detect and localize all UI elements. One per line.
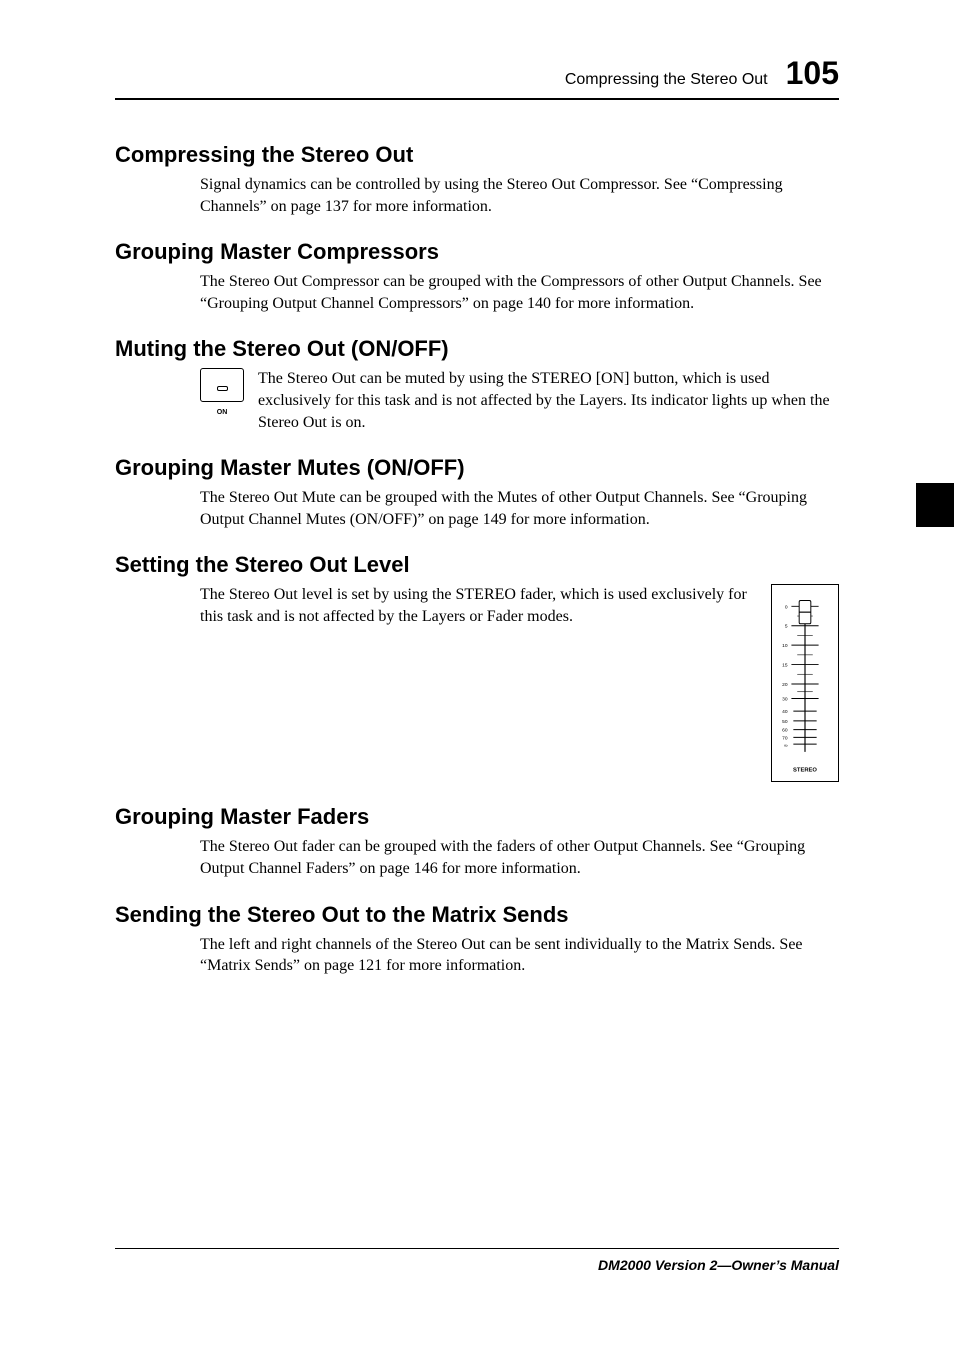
fader-tick-30: 30: [782, 697, 788, 703]
fader-label: STEREO: [793, 768, 817, 774]
running-header: Compressing the Stereo Out 105: [115, 55, 839, 100]
fader-tick-70: 70: [782, 736, 788, 742]
footer-text: DM2000 Version 2—Owner’s Manual: [598, 1257, 839, 1273]
body-compressing: Signal dynamics can be controlled by usi…: [200, 174, 839, 217]
body-matrix-sends: The left and right channels of the Stere…: [200, 934, 839, 977]
fader-tick-60: 60: [782, 728, 788, 734]
section-muting: Muting the Stereo Out (ON/OFF) ON The St…: [115, 336, 839, 433]
body-grouping-compressors: The Stereo Out Compressor can be grouped…: [200, 271, 839, 314]
on-button-label: ON: [200, 409, 244, 416]
body-setting-level: The Stereo Out level is set by using the…: [200, 584, 755, 627]
heading-compressing: Compressing the Stereo Out: [115, 142, 839, 168]
fader-tick-0: 0: [785, 605, 788, 611]
body-muting: The Stereo Out can be muted by using the…: [258, 368, 839, 433]
on-button-icon: ON: [200, 368, 244, 412]
section-grouping-mutes: Grouping Master Mutes (ON/OFF) The Stere…: [115, 455, 839, 530]
heading-setting-level: Setting the Stereo Out Level: [115, 552, 839, 578]
fader-tick-20: 20: [782, 682, 788, 688]
fader-tick-15: 15: [782, 663, 788, 669]
section-compressing: Compressing the Stereo Out Signal dynami…: [115, 142, 839, 217]
body-grouping-mutes: The Stereo Out Mute can be grouped with …: [200, 487, 839, 530]
section-grouping-faders: Grouping Master Faders The Stereo Out fa…: [115, 804, 839, 879]
section-matrix-sends: Sending the Stereo Out to the Matrix Sen…: [115, 902, 839, 977]
page-content: Compressing the Stereo Out 105 Compressi…: [0, 0, 954, 977]
fader-tick-5: 5: [785, 624, 788, 630]
fader-tick-50: 50: [782, 719, 788, 725]
heading-matrix-sends: Sending the Stereo Out to the Matrix Sen…: [115, 902, 839, 928]
fader-tick-10: 10: [782, 643, 788, 649]
heading-grouping-faders: Grouping Master Faders: [115, 804, 839, 830]
section-grouping-compressors: Grouping Master Compressors The Stereo O…: [115, 239, 839, 314]
page-footer: DM2000 Version 2—Owner’s Manual: [115, 1248, 839, 1273]
fader-tick-40: 40: [782, 709, 788, 715]
running-header-title: Compressing the Stereo Out: [565, 71, 768, 89]
stereo-fader-icon: 0 5 10 15 20 30 40 50 60 70 ∞: [771, 584, 839, 782]
running-header-page-number: 105: [786, 55, 839, 92]
heading-grouping-mutes: Grouping Master Mutes (ON/OFF): [115, 455, 839, 481]
body-grouping-faders: The Stereo Out fader can be grouped with…: [200, 836, 839, 879]
heading-muting: Muting the Stereo Out (ON/OFF): [115, 336, 839, 362]
chapter-side-tab: [916, 483, 954, 527]
fader-tick-inf: ∞: [784, 744, 788, 749]
heading-grouping-compressors: Grouping Master Compressors: [115, 239, 839, 265]
section-setting-level: Setting the Stereo Out Level The Stereo …: [115, 552, 839, 782]
